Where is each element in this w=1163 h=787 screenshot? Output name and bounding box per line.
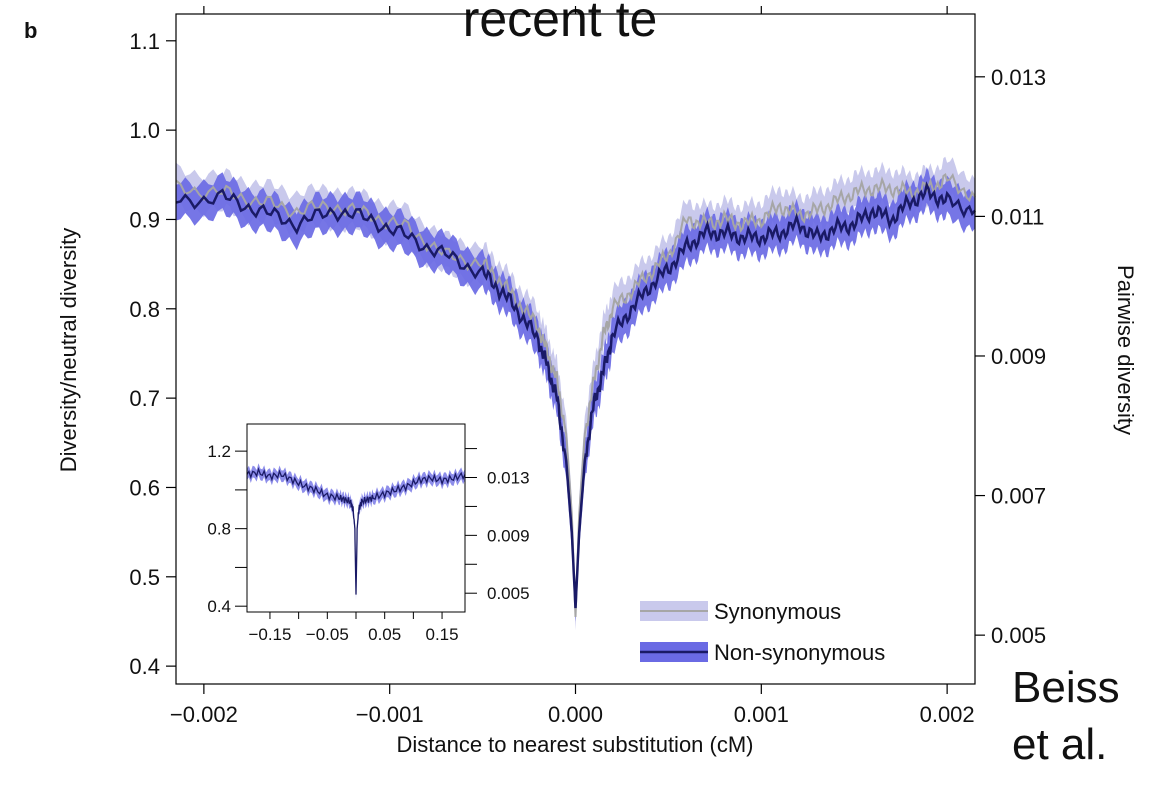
y-tick-label: 0.4	[129, 654, 160, 679]
x-tick-label: 0.001	[734, 702, 789, 727]
y-tick-label: 0.5	[129, 565, 160, 590]
y-tick-label: 1.1	[129, 29, 160, 54]
inset-y-right-tick-label: 0.005	[487, 584, 530, 603]
inset-y-right-ticks: 0.005 0.009 0.013	[465, 448, 530, 603]
inset-x-ticks: −0.15 −0.05 0.05 0.15	[248, 612, 459, 644]
inset-series-line	[246, 467, 466, 595]
inset-band	[247, 463, 465, 601]
series-line-synonymous	[175, 172, 976, 618]
inset-plot: −0.15 −0.05 0.05 0.15 0.40.81.2 0.0050.0090…	[207, 423, 530, 644]
main-bands	[176, 156, 975, 631]
citation-line-1: Beiss	[1012, 663, 1120, 712]
y-right-tick-label: 0.013	[991, 65, 1046, 90]
series-line-non-synonymous	[175, 181, 976, 609]
y-tick-label: 0.8	[129, 297, 160, 322]
inset-y-tick-label: 1.2	[207, 442, 231, 461]
overlay-top-text: recent te	[463, 0, 658, 47]
y-right-tick-label: 0.005	[991, 623, 1046, 648]
x-axis-ticks: −0.002 −0.001 0.000 0.001 0.002	[170, 6, 975, 727]
band-non-synonymous	[176, 167, 975, 622]
x-tick-label: 0.002	[920, 702, 975, 727]
citation-line-2: et al.	[1012, 720, 1107, 769]
legend-label-synonymous: Synonymous	[714, 599, 841, 624]
y-tick-label: 0.6	[129, 475, 160, 500]
y-right-tick-label: 0.009	[991, 344, 1046, 369]
inset-y-right-tick-label: 0.009	[487, 526, 530, 545]
y-right-tick-label: 0.011	[991, 204, 1044, 229]
legend-label-nonsynonymous: Non-synonymous	[714, 640, 885, 665]
inset-x-tick-label: −0.05	[306, 625, 349, 644]
inset-y-tick-label: 0.8	[207, 520, 231, 539]
x-axis-label: Distance to nearest substitution (cM)	[396, 732, 753, 757]
y-right-axis-label: Pairwise diversity	[1113, 265, 1138, 435]
inset-y-ticks: 0.4 0.8 1.2	[207, 442, 247, 616]
main-plot: −0.002 −0.001 0.000 0.001 0.002 0.4 0.5 0.6 0.7…	[129, 6, 1046, 727]
legend: Synonymous Non-synonymous	[640, 599, 885, 665]
y-tick-label: 0.9	[129, 207, 160, 232]
x-tick-label: −0.002	[170, 702, 238, 727]
inset-y-tick-label: 0.4	[207, 597, 231, 616]
inset-x-tick-label: 0.05	[368, 625, 401, 644]
main-lines	[175, 172, 976, 618]
y-right-tick-label: 0.007	[991, 484, 1046, 509]
y-axis-label: Diversity/neutral diversity	[56, 228, 81, 473]
inset-x-tick-label: −0.15	[248, 625, 291, 644]
y-axis-ticks: 0.4 0.5 0.6 0.7 0.8 0.9 1.0 1.1	[129, 29, 176, 679]
y-tick-label: 1.0	[129, 118, 160, 143]
y-tick-label: 0.7	[129, 386, 160, 411]
y-right-axis-ticks: 0.005 0.007 0.009 0.011 0.013	[975, 65, 1046, 648]
inset-y-right-tick-label: 0.013	[487, 469, 530, 488]
x-tick-label: 0.000	[548, 702, 603, 727]
x-tick-label: −0.001	[356, 702, 424, 727]
inset-x-tick-label: 0.15	[426, 625, 459, 644]
panel-label: b	[24, 18, 37, 43]
inset-band-area	[247, 463, 465, 601]
inset-line	[246, 467, 466, 595]
